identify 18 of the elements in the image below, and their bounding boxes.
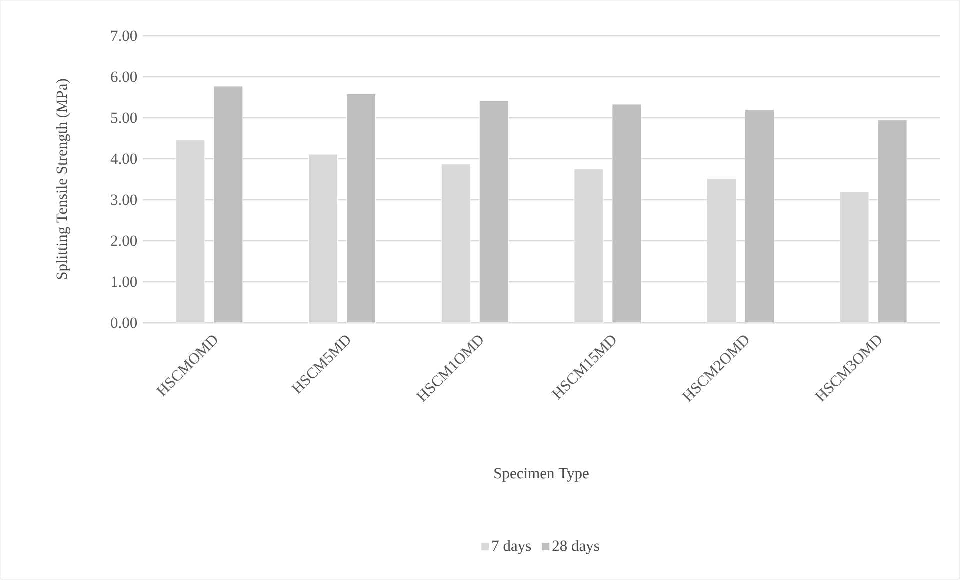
bar — [878, 120, 908, 323]
bar — [214, 86, 244, 323]
bar — [745, 110, 774, 323]
y-tick-label: 6.00 — [111, 72, 138, 82]
y-tick-label: 3.00 — [111, 194, 138, 206]
y-tick-label: 0.00 — [111, 318, 138, 328]
bar — [479, 100, 509, 323]
y-tick-label: 2.00 — [111, 236, 138, 246]
y-tick-label: 5.00 — [111, 112, 138, 124]
y-tick-label: 1.00 — [112, 276, 138, 288]
bar — [346, 94, 376, 323]
legend-label: 28 days — [552, 540, 600, 554]
y-tick-label: 4.00 — [110, 154, 138, 164]
legend-label: 7 days — [492, 540, 532, 554]
y-axis-title: Splitting Tensile Strength (MPa) — [56, 79, 70, 280]
y-tick-label: 7.00 — [112, 30, 138, 42]
x-axis-title: Specimen Type — [494, 468, 589, 482]
bar — [612, 104, 642, 323]
